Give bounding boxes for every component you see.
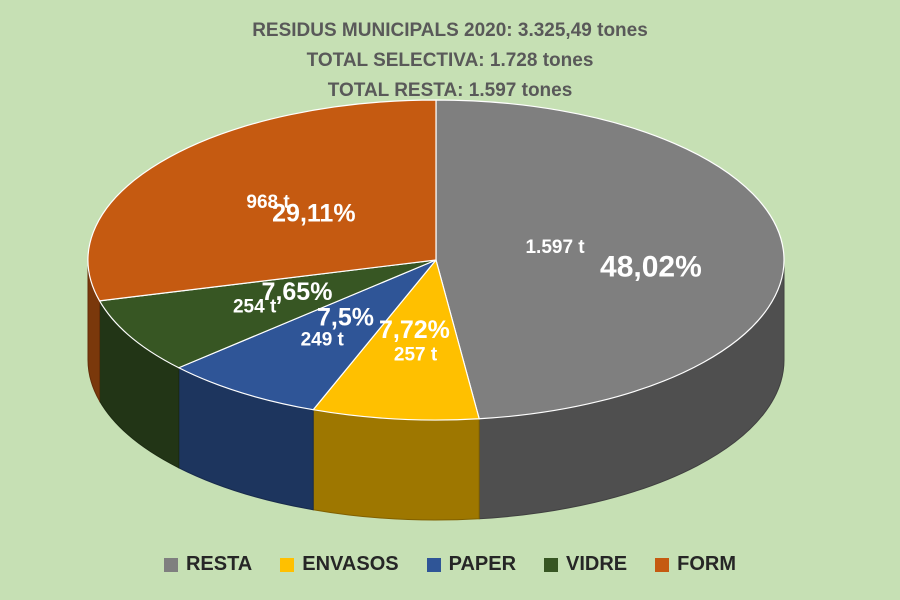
- pie-data-labels: 1.597 t 48,02% 257 t7,72% 249 t7,5% 254 t7,6…: [233, 192, 702, 366]
- legend-swatch-form: [655, 557, 670, 572]
- legend-item-vidre: VIDRE: [544, 553, 627, 576]
- data-label-tons-resta: 1.597 t: [525, 237, 585, 258]
- pie-slice-vidre: [98, 259, 437, 369]
- chart-title: RESIDUS MUNICIPALS 2020: 3.325,49 tones: [252, 20, 648, 41]
- legend-item-paper: PAPER: [426, 553, 517, 576]
- legend-swatch-vidre: [544, 557, 559, 572]
- data-label-percent-form: 29,11%: [272, 200, 355, 228]
- data-label-tons-form: 968 t: [246, 192, 290, 213]
- legend-label-envasos: ENVASOS: [302, 553, 399, 575]
- pie-top-faces: [87, 99, 785, 421]
- legend-swatch-paper: [426, 557, 441, 572]
- chart-title-block: RESIDUS MUNICIPALS 2020: 3.325,49 tones …: [0, 16, 900, 106]
- data-label-percent-paper: 7,5%: [317, 303, 374, 331]
- data-label-percent-resta: 48,02%: [600, 251, 702, 284]
- pie-slice-paper: [178, 259, 437, 411]
- pie-side-envasos: [312, 409, 480, 521]
- chart-legend: RESTA ENVASOS PAPER VIDRE FORM: [0, 553, 900, 576]
- chart-subtitle-resta: TOTAL RESTA: 1.597 tones: [327, 80, 573, 101]
- legend-item-resta: RESTA: [163, 553, 253, 576]
- legend-swatch-resta: [163, 557, 178, 572]
- chart-subtitle-selectiva: TOTAL SELECTIVA: 1.728 tones: [306, 50, 594, 71]
- legend-label-vidre: VIDRE: [566, 553, 628, 575]
- pie-slice-resta: [435, 99, 785, 420]
- legend-item-envasos: ENVASOS: [280, 553, 399, 576]
- legend-label-paper: PAPER: [448, 553, 517, 575]
- data-label-percent-envasos: 7,72%: [379, 316, 450, 344]
- legend-label-resta: RESTA: [185, 553, 253, 575]
- data-label-tons-envasos: 257 t: [394, 345, 438, 366]
- data-label-percent-vidre: 7,65%: [262, 278, 333, 306]
- data-label-tons-vidre: 254 t: [233, 297, 277, 318]
- data-label-tons-paper: 249 t: [301, 330, 345, 351]
- pie-slice-envasos: [312, 259, 480, 421]
- legend-swatch-envasos: [280, 557, 295, 572]
- pie-slice-form: [87, 99, 437, 302]
- legend-item-form: FORM: [655, 553, 736, 576]
- legend-label-form: FORM: [677, 553, 737, 575]
